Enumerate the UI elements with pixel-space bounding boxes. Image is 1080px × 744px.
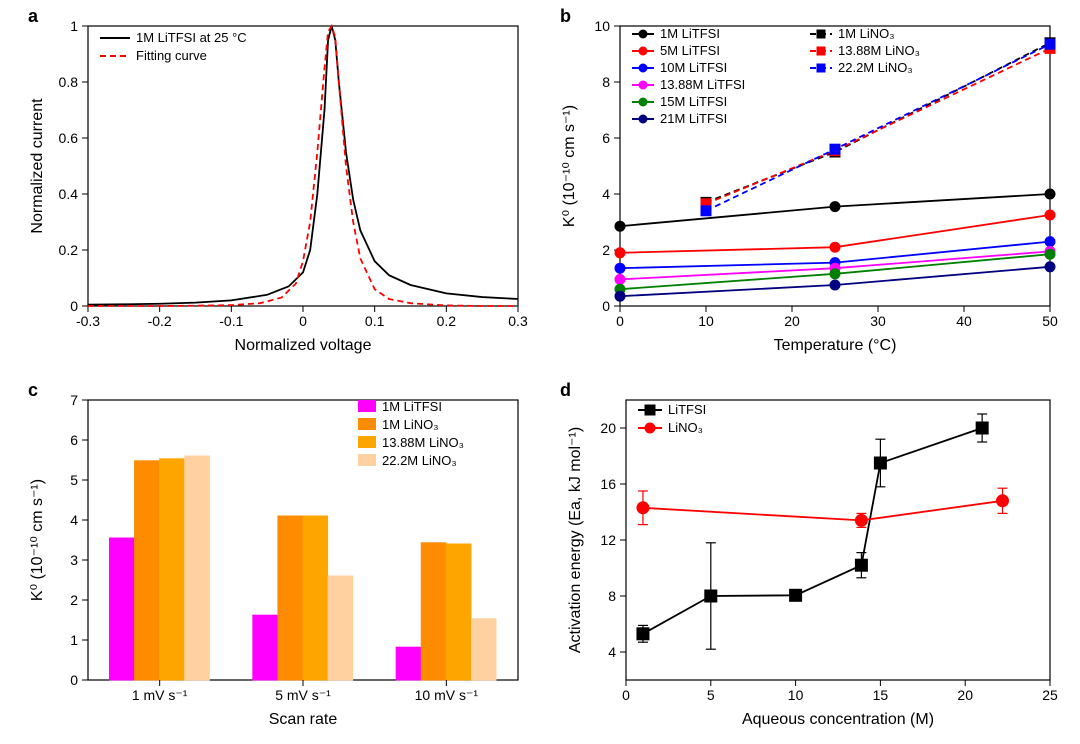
svg-text:0: 0 [299, 313, 307, 329]
svg-text:4: 4 [70, 512, 78, 528]
svg-text:10 mV s⁻¹: 10 mV s⁻¹ [415, 687, 479, 703]
svg-text:0: 0 [70, 672, 78, 688]
svg-text:4: 4 [608, 644, 616, 660]
svg-text:Activation energy (Ea, kJ mol⁻: Activation energy (Ea, kJ mol⁻¹) [567, 427, 584, 653]
svg-text:0: 0 [622, 687, 630, 703]
svg-text:6: 6 [602, 130, 610, 146]
svg-text:Temperature (°C): Temperature (°C) [774, 337, 897, 354]
panel-b-svg: 0 10 20 30 40 50 0 2 4 6 8 10 Temperature (°C) K⁰ (10… [552, 12, 1072, 366]
svg-text:1M LiTFSI at 25 °C: 1M LiTFSI at 25 °C [136, 30, 247, 45]
svg-text:22.2M LiNO₃: 22.2M LiNO₃ [382, 453, 457, 468]
svg-text:1M LiTFSI: 1M LiTFSI [382, 399, 442, 414]
svg-text:LiNO₃: LiNO₃ [668, 420, 703, 435]
svg-text:Scan rate: Scan rate [269, 711, 338, 728]
svg-text:1M LiNO₃: 1M LiNO₃ [382, 417, 439, 432]
svg-text:LiTFSI: LiTFSI [668, 402, 706, 417]
panel-b: 0 10 20 30 40 50 0 2 4 6 8 10 Temperature (°C) K⁰ (10… [552, 12, 1072, 366]
svg-text:0: 0 [602, 298, 610, 314]
svg-text:0.1: 0.1 [365, 313, 385, 329]
svg-text:5: 5 [707, 687, 715, 703]
svg-text:Normalized current: Normalized current [29, 98, 46, 234]
panel-d: 0 5 10 15 20 25 4 8 12 16 20 Aqueous concentration … [552, 386, 1072, 740]
panel-a: -0.3 -0.2 -0.1 0 0.1 0.2 0.3 0 0.2 0.4 0.6 0.8 1 Norm… [20, 12, 540, 366]
svg-text:2: 2 [602, 242, 610, 258]
svg-text:5 mV s⁻¹: 5 mV s⁻¹ [275, 687, 331, 703]
svg-text:0.8: 0.8 [59, 74, 79, 90]
svg-text:13.88M LiNO₃: 13.88M LiNO₃ [382, 435, 464, 450]
svg-text:20: 20 [784, 313, 800, 329]
svg-text:8: 8 [602, 74, 610, 90]
svg-text:15: 15 [873, 687, 889, 703]
panel-d-svg: 0 5 10 15 20 25 4 8 12 16 20 Aqueous concentration … [552, 386, 1072, 740]
svg-text:0.2: 0.2 [437, 313, 457, 329]
svg-text:12: 12 [600, 532, 616, 548]
svg-text:K⁰ (10⁻¹⁰ cm s⁻¹): K⁰ (10⁻¹⁰ cm s⁻¹) [561, 105, 578, 227]
panel-c-svg: 0 1 2 3 4 5 6 7 Scan rate K⁰ (10⁻¹⁰ cm s⁻¹) 1 mV s… [20, 386, 540, 740]
svg-text:13.88M LiTFSI: 13.88M LiTFSI [660, 77, 745, 92]
svg-text:10: 10 [698, 313, 714, 329]
svg-text:0.4: 0.4 [59, 186, 79, 202]
svg-text:-0.3: -0.3 [76, 313, 100, 329]
panel-c: 0 1 2 3 4 5 6 7 Scan rate K⁰ (10⁻¹⁰ cm s⁻¹) 1 mV s… [20, 386, 540, 740]
svg-text:22.2M LiNO₃: 22.2M LiNO₃ [838, 60, 913, 75]
svg-text:1: 1 [70, 632, 78, 648]
svg-text:-0.2: -0.2 [148, 313, 172, 329]
svg-text:0.6: 0.6 [59, 130, 79, 146]
svg-text:5M LiTFSI: 5M LiTFSI [660, 43, 720, 58]
svg-text:13.88M LiNO₃: 13.88M LiNO₃ [838, 43, 920, 58]
svg-text:10: 10 [788, 687, 804, 703]
svg-text:7: 7 [70, 392, 78, 408]
svg-text:1: 1 [70, 18, 78, 34]
svg-text:1 mV s⁻¹: 1 mV s⁻¹ [132, 687, 188, 703]
panel-a-svg: -0.3 -0.2 -0.1 0 0.1 0.2 0.3 0 0.2 0.4 0.6 0.8 1 Norm… [20, 12, 540, 366]
svg-text:1M LiNO₃: 1M LiNO₃ [838, 26, 895, 41]
svg-text:Aqueous concentration (M): Aqueous concentration (M) [742, 711, 934, 728]
svg-text:21M LiTFSI: 21M LiTFSI [660, 111, 727, 126]
svg-text:50: 50 [1042, 313, 1058, 329]
svg-text:1M LiTFSI: 1M LiTFSI [660, 26, 720, 41]
svg-text:0: 0 [616, 313, 624, 329]
svg-text:8: 8 [608, 588, 616, 604]
svg-text:0.3: 0.3 [508, 313, 528, 329]
svg-text:3: 3 [70, 552, 78, 568]
svg-text:20: 20 [957, 687, 973, 703]
svg-text:-0.1: -0.1 [219, 313, 243, 329]
svg-text:6: 6 [70, 432, 78, 448]
svg-text:20: 20 [600, 420, 616, 436]
svg-text:16: 16 [600, 476, 616, 492]
figure-root: a b c d -0.3-0.2-0.100.10.20.300.20.40.6… [0, 0, 1080, 744]
svg-text:Normalized voltage: Normalized voltage [235, 337, 372, 354]
svg-text:0.2: 0.2 [59, 242, 79, 258]
svg-text:2: 2 [70, 592, 78, 608]
svg-text:15M LiTFSI: 15M LiTFSI [660, 94, 727, 109]
svg-text:4: 4 [602, 186, 610, 202]
svg-text:K⁰ (10⁻¹⁰ cm s⁻¹): K⁰ (10⁻¹⁰ cm s⁻¹) [29, 479, 46, 601]
svg-text:10: 10 [594, 18, 610, 34]
svg-text:Fitting curve: Fitting curve [136, 48, 207, 63]
svg-text:10M LiTFSI: 10M LiTFSI [660, 60, 727, 75]
svg-text:25: 25 [1042, 687, 1058, 703]
svg-text:5: 5 [70, 472, 78, 488]
svg-text:40: 40 [956, 313, 972, 329]
svg-text:0: 0 [70, 298, 78, 314]
svg-text:30: 30 [870, 313, 886, 329]
